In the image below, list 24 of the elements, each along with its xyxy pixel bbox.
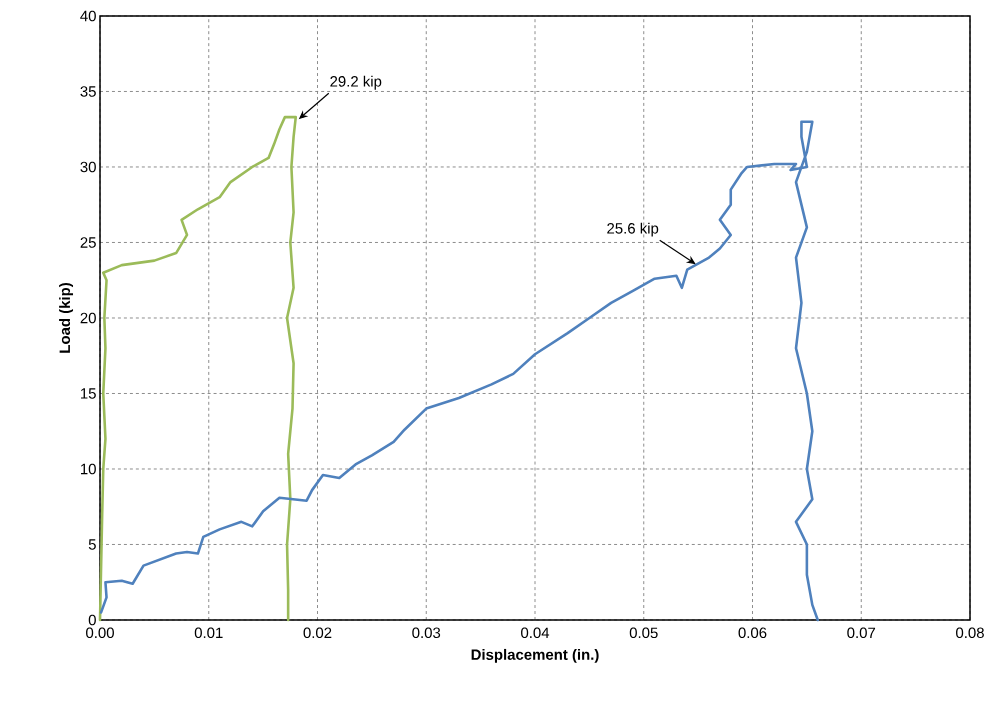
x-tick-label: 0.01 (194, 627, 223, 639)
x-tick-label: 0.07 (847, 627, 876, 639)
annotation: 29.2 kip (330, 75, 382, 90)
y-tick-label: 10 (81, 463, 96, 475)
x-tick-label: 0.05 (629, 627, 658, 639)
line-series (99, 120, 820, 622)
y-tick-label: 30 (80, 161, 96, 173)
annotation: 25.6 kip (607, 222, 659, 237)
y-tick-label: 40 (80, 10, 96, 22)
x-tick-label: 0.06 (738, 627, 767, 639)
x-tick-label: 0.02 (303, 627, 332, 639)
x-tick-label: 0.08 (956, 627, 984, 639)
y-tick-label: 25 (80, 237, 96, 248)
line-series (98, 115, 298, 622)
y-tick-label: 5 (88, 539, 96, 550)
x-tick-label: 0.00 (86, 627, 114, 639)
x-tick-label: 0.04 (521, 627, 550, 639)
x-axis-title: Displacement (in.) (471, 648, 599, 663)
y-tick-label: 15 (81, 388, 96, 399)
y-axis-title: Load (kip) (59, 283, 74, 353)
y-tick-label: 0 (88, 614, 96, 626)
x-tick-label: 0.03 (412, 627, 441, 639)
y-tick-label: 35 (80, 86, 96, 97)
y-tick-label: 20 (80, 312, 96, 324)
